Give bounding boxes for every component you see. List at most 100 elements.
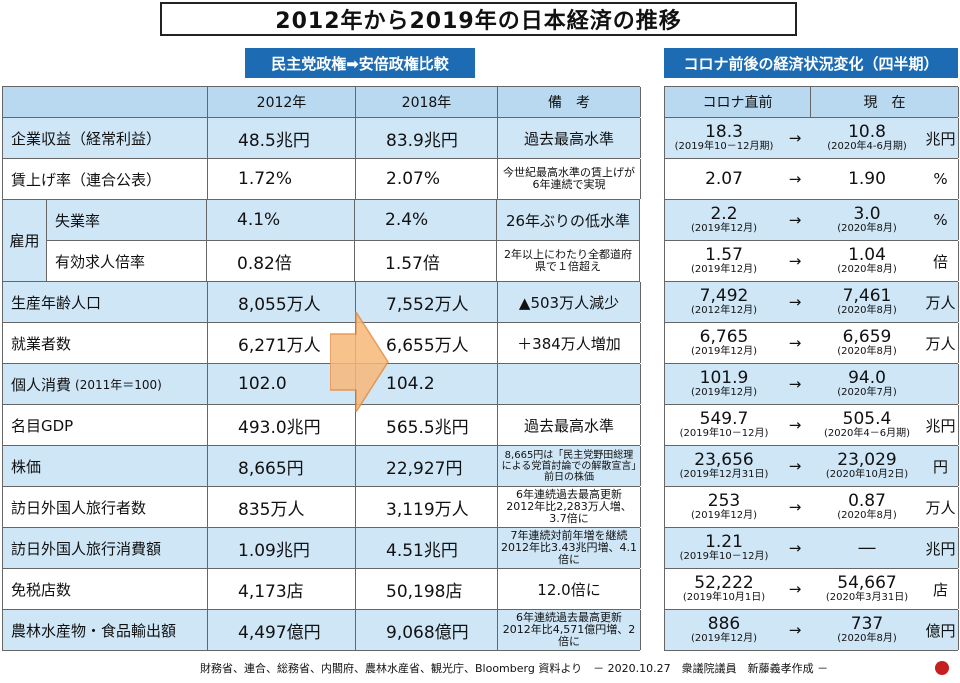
before-number: 7,492 [699,286,749,306]
before-date: (2019年12月) [691,264,757,275]
column-header [3,87,208,117]
before-value: 23,656 (2019年12月31日) [665,446,783,486]
after-number: 737 [850,614,884,634]
after-number: 7,461 [842,286,892,306]
after-date: (2020年10月2日) [825,469,909,480]
corona-row: 18.3 (2019年10－12月期) → 10.8 (2020年4-6月期) 兆円 [664,118,959,159]
note-cell: 今世紀最高水準の賃上げが6年連続で実現 [498,159,641,199]
before-date: (2019年10月1日) [682,592,766,603]
transition-arrow-icon [330,312,389,412]
value-2012: 1.09兆円 [208,528,356,568]
after-value: 23,029 (2020年10月2日) [811,446,923,486]
corona-row: 6,765 (2019年12月) → 6,659 (2020年8月) 万人 [664,323,959,364]
row-label-text: 農林水産物・食品輸出額 [11,621,177,640]
row-label: 賃上げ率（連合公表） [3,159,208,199]
before-value: 7,492 (2012年12月) [665,282,783,322]
unit-label: % [923,159,959,199]
unit-label: 兆円 [923,405,959,445]
row-label: 訪日外国人旅行者数 [3,487,208,527]
party-logo-icon [935,661,949,675]
table-row: 企業収益（経常利益） 48.5兆円 83.9兆円 過去最高水準 [2,118,641,159]
source-footer: 財務省、連合、総務省、内閣府、農林水産省、観光庁、Bloomberg 資料より … [200,662,829,675]
value-2018: 83.9兆円 [356,118,498,158]
note-cell: 6年連続過去最高更新 2012年比2,283万人増、3.7倍に [498,487,641,527]
unit-label: 万人 [923,282,959,322]
after-value: 505.4 (2020年4－6月期) [811,405,923,445]
after-date: (2020年7月) [837,387,897,398]
before-number: 1.57 [705,245,743,265]
row-label-text: 訪日外国人旅行者数 [11,498,147,517]
corona-row: 886 (2019年12月) → 737 (2020年8月) 億円 [664,610,959,651]
after-number: 0.87 [848,491,886,511]
corona-row: 101.9 (2019年12月) → 94.0 (2020年7月) [664,364,959,405]
table-row: 個人消費 (2011年＝100) 102.0 104.2 [2,364,641,405]
row-label: 免税店数 [3,569,208,609]
row-label-sub: (2011年＝100) [75,377,162,392]
before-value: 101.9 (2019年12月) [665,364,783,404]
change-arrow: → [788,375,802,393]
note-cell: ＋384万人増加 [498,323,641,363]
note-cell: 7年連続対前年増を継続 2012年比3.43兆円増、4.1倍に [498,528,641,568]
note-cell: 12.0倍に [498,569,641,609]
table-row: 賃上げ率（連合公表） 1.72% 2.07% 今世紀最高水準の賃上げが6年連続で実現 [2,159,641,200]
after-number: 23,029 [837,450,897,470]
before-date: (2019年10－12月期) [674,141,774,152]
unit-label: 億円 [923,610,959,650]
value-2012: 48.5兆円 [208,118,356,158]
after-number: 1.04 [848,245,886,265]
before-date: (2019年12月) [691,633,757,644]
column-header: コロナ直前 [665,87,811,117]
before-date: (2019年12月31日) [679,469,769,480]
value-2012: 4,173店 [208,569,356,609]
before-value: 886 (2019年12月) [665,610,783,650]
row-label: 名目GDP [3,405,208,445]
value-2012: 1.72% [208,159,356,199]
value-2018: 9,068億円 [356,610,498,650]
change-arrow: → [788,457,802,475]
column-header: 2018年 [356,87,498,117]
unit-label: % [923,200,959,240]
after-date: (2020年8月) [837,264,897,275]
note-cell: 8,665円は「民主党野田総理による党首討論での解散宣言」前日の株価 [498,446,641,486]
before-value: 18.3 (2019年10－12月期) [665,118,783,158]
after-value: 737 (2020年8月) [811,610,923,650]
after-number: ― [858,537,876,558]
left-section-header: 民主党政権➡安倍政権比較 [245,48,475,78]
after-date: (2020年3月31日) [825,592,909,603]
after-value: 1.04 (2020年8月) [811,241,923,281]
value-2018: 3,119万人 [356,487,498,527]
row-label-text: 訪日外国人旅行消費額 [11,539,162,558]
before-date: (2019年10－12月) [679,551,769,562]
after-value: 3.0 (2020年8月) [811,200,923,240]
value-2018: 50,198店 [356,569,498,609]
after-value: 94.0 (2020年7月) [811,364,923,404]
change-arrow: → [788,170,802,188]
after-number: 1.90 [848,168,886,189]
change-arrow: → [788,211,802,229]
before-number: 101.9 [699,368,749,388]
table-row: 就業者数 6,271万人 6,655万人 ＋384万人増加 [2,323,641,364]
row-label-text: 就業者数 [11,334,72,353]
row-label-text: 生産年齢人口 [11,293,102,312]
after-date: (2020年8月) [837,223,897,234]
page-title: 2012年から2019年の日本経済の推移 [160,2,797,36]
after-value: ― [811,528,923,568]
before-number: 2.07 [705,168,743,189]
row-label: 訪日外国人旅行消費額 [3,528,208,568]
before-number: 52,222 [694,573,754,593]
before-value: 253 (2019年12月) [665,487,783,527]
before-date: (2019年10－12月) [679,428,769,439]
value-2018: 2.4% [355,200,497,240]
table-row: 生産年齢人口 8,055万人 7,552万人 ▲503万人減少 [2,282,641,323]
unit-label: 万人 [923,487,959,527]
value-2018: 7,552万人 [356,282,498,322]
row-label-text: 賃上げ率（連合公表） [11,170,162,189]
change-arrow: → [788,293,802,311]
before-number: 253 [707,491,741,511]
corona-row: 2.2 (2019年12月) → 3.0 (2020年8月)% [664,200,959,241]
row-label: 株価 [3,446,208,486]
change-arrow: → [788,498,802,516]
value-2012: 835万人 [208,487,356,527]
row-label-text: 個人消費 [11,375,72,394]
value-2012: 8,055万人 [208,282,356,322]
